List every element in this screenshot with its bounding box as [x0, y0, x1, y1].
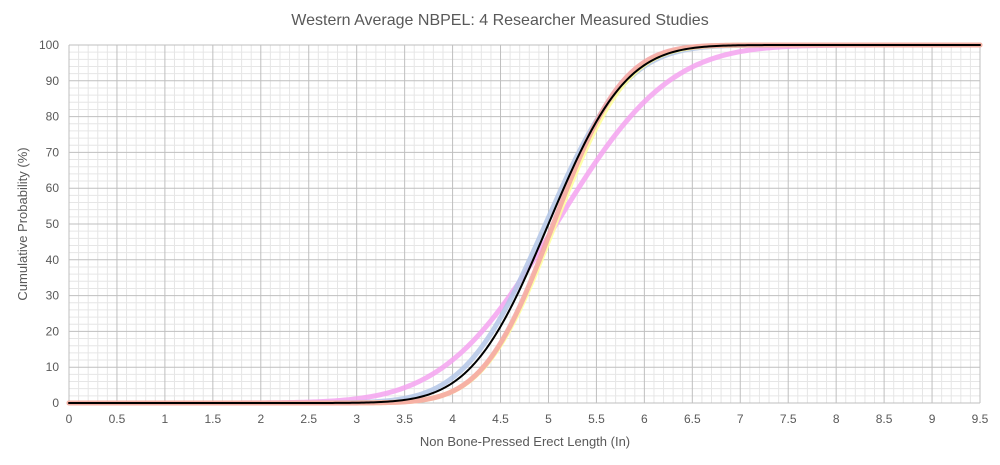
x-tick-label: 6.5 — [684, 412, 701, 426]
x-tick-label: 1 — [162, 412, 169, 426]
x-tick-label: 2.5 — [300, 412, 317, 426]
major-grid — [68, 44, 981, 404]
x-tick-label: 4.5 — [492, 412, 509, 426]
y-tick-label: 20 — [46, 324, 60, 338]
y-tick-label: 0 — [52, 396, 59, 410]
y-tick-label: 70 — [46, 145, 60, 159]
x-tick-label: 9.5 — [972, 412, 989, 426]
x-tick-label: 5 — [545, 412, 552, 426]
x-tick-label: 3.5 — [396, 412, 413, 426]
x-tick-label: 7 — [737, 412, 744, 426]
x-tick-label: 6 — [641, 412, 648, 426]
y-tick-label: 80 — [46, 110, 60, 124]
series-line-5 — [68, 44, 981, 404]
y-tick-label: 100 — [39, 38, 59, 52]
y-axis-title: Cumulative Probability (%) — [15, 147, 30, 300]
x-tick-label: 7.5 — [780, 412, 797, 426]
y-tick-label: 50 — [46, 217, 60, 231]
x-tick-labels: 0 0.5 1 1.5 2 2.5 3 3.5 4 4.5 5 5.5 6 6.5 7 7.5 8 8.5 9 9.5 — [66, 412, 989, 426]
y-tick-labels: 0 10 20 30 40 50 60 70 80 90 100 — [39, 38, 59, 410]
x-tick-label: 0 — [66, 412, 73, 426]
x-tick-label: 3 — [353, 412, 360, 426]
chart-title: Western Average NBPEL: 4 Researcher Meas… — [291, 12, 708, 29]
x-tick-label: 8 — [833, 412, 840, 426]
series-layer — [66, 42, 983, 406]
x-tick-label: 5.5 — [588, 412, 605, 426]
y-tick-label: 90 — [46, 74, 60, 88]
x-tick-label: 0.5 — [109, 412, 126, 426]
y-tick-label: 40 — [46, 253, 60, 267]
x-axis-title: Non Bone-Pressed Erect Length (In) — [420, 434, 630, 449]
y-tick-label: 30 — [46, 289, 60, 303]
x-tick-label: 1.5 — [204, 412, 221, 426]
x-tick-label: 9 — [929, 412, 936, 426]
y-tick-label: 10 — [46, 360, 60, 374]
x-tick-label: 2 — [257, 412, 264, 426]
x-tick-label: 4 — [449, 412, 456, 426]
y-tick-label: 60 — [46, 181, 60, 195]
x-tick-label: 8.5 — [876, 412, 893, 426]
